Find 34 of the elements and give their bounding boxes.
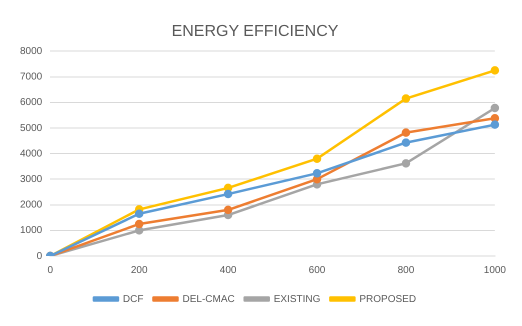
point xyxy=(490,120,500,129)
y-tick-label: 2000 xyxy=(20,200,43,211)
legend-label: EXISTING xyxy=(274,294,321,305)
y-tick-label: 6000 xyxy=(20,97,43,108)
chart-title: ENERGY EFFICIENCY xyxy=(172,23,339,40)
point xyxy=(402,138,410,147)
legend-label: PROPOSED xyxy=(359,294,416,305)
y-tick-label: 1000 xyxy=(20,225,43,236)
point xyxy=(134,210,144,218)
point xyxy=(312,154,322,163)
y-tick-label: 4000 xyxy=(20,148,43,160)
y-tick-label: 8000 xyxy=(20,46,43,57)
y-tick-label: 0 xyxy=(36,250,43,262)
y-tick-label: 7000 xyxy=(20,72,43,83)
x-tick-label: 600 xyxy=(308,264,326,276)
x-tick-label: 400 xyxy=(220,264,237,276)
legend-label: DEL-CMAC xyxy=(182,294,235,305)
x-tick-label: 0 xyxy=(47,264,54,276)
y-tick-label: 3000 xyxy=(20,174,43,185)
point xyxy=(402,94,410,103)
point xyxy=(490,104,500,112)
legend-label: DCF xyxy=(122,294,144,305)
x-tick-label: 800 xyxy=(398,264,415,276)
point xyxy=(134,220,144,228)
x-tick-label: 200 xyxy=(130,264,148,276)
point xyxy=(402,128,410,137)
point xyxy=(312,169,322,178)
point xyxy=(224,190,232,198)
point xyxy=(490,66,500,75)
point xyxy=(134,226,144,235)
point xyxy=(224,206,232,214)
point xyxy=(402,159,410,168)
y-tick-label: 5000 xyxy=(20,122,43,134)
x-tick-label: 1000 xyxy=(484,264,506,276)
